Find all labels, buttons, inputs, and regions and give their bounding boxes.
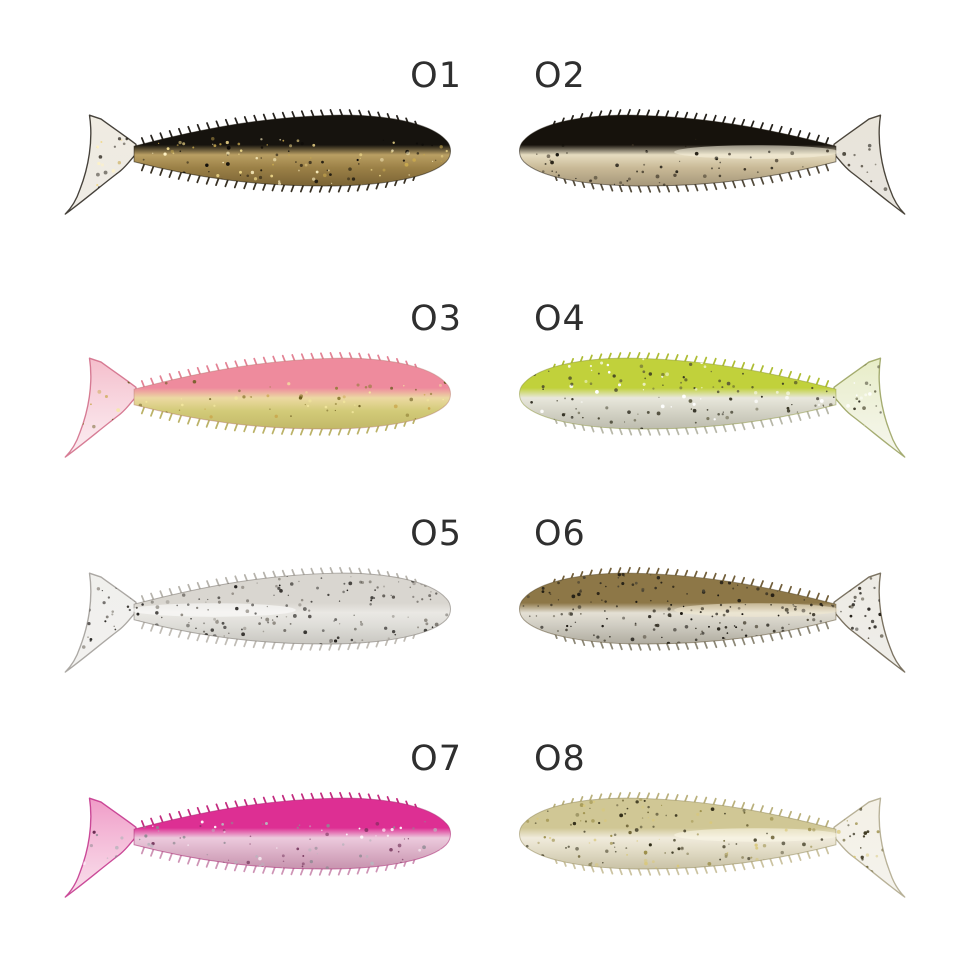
lure-label-O3: O3	[410, 299, 462, 339]
lure-card-O1: O1	[58, 56, 466, 216]
lure-label-O6: O6	[534, 514, 586, 554]
lure-image-O1	[64, 108, 451, 215]
lure-image-O6	[519, 566, 906, 673]
lure-label-O7: O7	[410, 739, 462, 779]
lure-image-O2	[519, 108, 906, 215]
lure-label-O5: O5	[410, 514, 462, 554]
lure-image-O8	[519, 791, 906, 898]
lure-card-O7: O7	[58, 739, 466, 899]
lure-image-O5	[64, 566, 451, 673]
lure-card-O3: O3	[58, 299, 466, 459]
lure-card-O4: O4	[504, 299, 924, 459]
lure-label-O8: O8	[534, 739, 586, 779]
lure-image-O3	[64, 351, 451, 458]
lure-image-O7	[64, 791, 451, 898]
lure-label-O4: O4	[534, 299, 586, 339]
lure-card-O2: O2	[504, 56, 924, 216]
lure-label-O2: O2	[534, 56, 586, 96]
lure-card-O6: O6	[504, 514, 924, 674]
lure-image-O4	[519, 351, 906, 458]
lure-label-O1: O1	[410, 56, 462, 96]
lure-card-O8: O8	[504, 739, 924, 899]
lure-card-O5: O5	[58, 514, 466, 674]
